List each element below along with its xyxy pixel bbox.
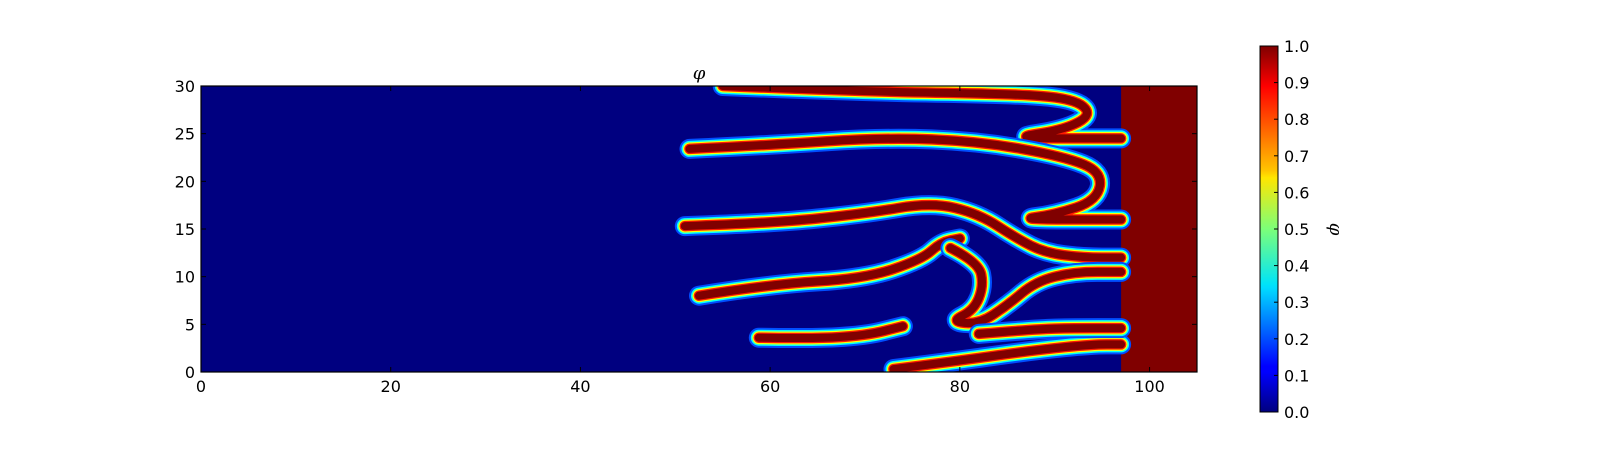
colorbar-tick-label: 0.3 xyxy=(1284,293,1309,312)
colorbar-tick-label: 0.2 xyxy=(1284,330,1309,349)
y-tick-label: 0 xyxy=(185,363,195,382)
finger-y4 xyxy=(968,318,1132,344)
finger-y23 xyxy=(679,128,1132,230)
colorbar-tick-label: 0.7 xyxy=(1284,147,1309,166)
colorbar-tick-label: 0.0 xyxy=(1284,403,1309,422)
y-tick-label: 10 xyxy=(175,268,195,287)
y-tick-label: 5 xyxy=(185,315,195,334)
colorbar-tick-label: 0.1 xyxy=(1284,366,1309,385)
y-tick-label: 30 xyxy=(175,77,195,96)
x-axis-ticks: 0 20 40 60 80 100 xyxy=(196,86,1165,396)
right-phase-region xyxy=(1121,86,1197,372)
x-tick-label: 80 xyxy=(950,377,970,396)
heatmap-plot: 0 20 40 60 80 100 0 5 10 15 20 25 30 φ xyxy=(175,63,1198,396)
colorbar-tick-label: 0.4 xyxy=(1284,257,1309,276)
x-tick-label: 20 xyxy=(381,377,401,396)
x-tick-label: 100 xyxy=(1134,377,1165,396)
x-tick-label: 0 xyxy=(196,377,206,396)
finger-y8 xyxy=(689,228,970,306)
x-tick-label: 60 xyxy=(760,377,780,396)
y-axis-ticks: 0 5 10 15 20 25 30 xyxy=(175,77,1197,382)
colorbar-tick-label: 0.5 xyxy=(1284,220,1309,239)
colorbar: 0.0 0.1 0.2 0.3 0.4 0.5 0.6 0.7 0.8 0.9 1.0 φ xyxy=(1259,37,1346,422)
finger-top xyxy=(712,86,1132,149)
y-tick-label: 25 xyxy=(175,125,195,144)
colorbar-ticks: 0.0 0.1 0.2 0.3 0.4 0.5 0.6 0.7 0.8 0.9 1.0 xyxy=(1274,37,1309,422)
colorbar-tick-label: 0.8 xyxy=(1284,110,1309,129)
colorbar-label: φ xyxy=(1325,223,1346,236)
y-tick-label: 15 xyxy=(175,220,195,239)
finger-low xyxy=(883,334,1132,372)
finger-y3 xyxy=(748,316,913,349)
finger-hook xyxy=(940,238,1132,334)
y-tick-label: 20 xyxy=(175,172,195,191)
colorbar-tick-label: 0.9 xyxy=(1284,74,1309,93)
x-tick-label: 40 xyxy=(570,377,590,396)
finger-y15 xyxy=(674,195,1132,268)
colorbar-tick-label: 1.0 xyxy=(1284,37,1309,56)
plot-title: φ xyxy=(693,63,706,84)
phi-field xyxy=(674,86,1197,372)
colorbar-tick-label: 0.6 xyxy=(1284,183,1309,202)
